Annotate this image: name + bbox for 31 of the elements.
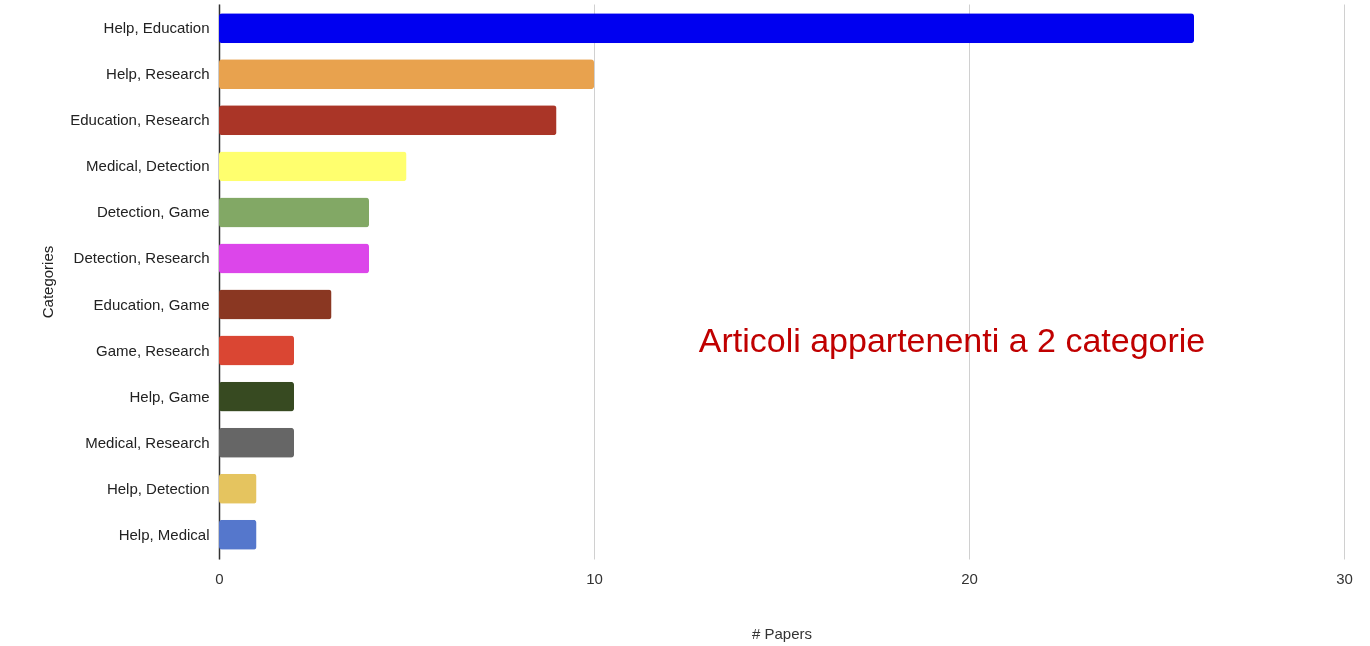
y-tick-label: Education, Research (70, 111, 210, 129)
bar (219, 59, 594, 90)
y-tick-label: Help, Research (106, 65, 210, 83)
bar (219, 427, 294, 458)
x-tick-label: 0 (215, 569, 224, 587)
bar (219, 13, 1194, 44)
y-tick-label: Help, Medical (118, 525, 210, 543)
bar (219, 105, 557, 136)
y-tick-label: Education, Game (93, 295, 210, 313)
x-tick-label: 20 (961, 569, 978, 587)
y-tick-label: Game, Research (96, 341, 210, 359)
bar (219, 473, 257, 504)
y-tick-label: Detection, Game (96, 203, 210, 221)
y-tick-label: Medical, Detection (86, 157, 210, 175)
x-tick-label: 10 (586, 569, 603, 587)
y-tick-label: Medical, Research (85, 433, 210, 451)
y-tick-label: Detection, Research (73, 249, 210, 267)
bar (219, 519, 257, 550)
y-axis-title: Categories (39, 245, 57, 319)
bar (219, 335, 294, 366)
bar (219, 197, 369, 228)
bar (219, 289, 332, 320)
bar (219, 151, 407, 182)
y-tick-label: Help, Education (103, 19, 210, 37)
x-axis-title: # Papers (751, 624, 813, 642)
x-tick-label: 30 (1336, 569, 1353, 587)
bar (219, 243, 369, 274)
y-tick-label: Help, Game (129, 387, 210, 405)
annotation: Articoli appartenenti a 2 categorie (698, 321, 1206, 359)
y-tick-label: Help, Detection (106, 479, 210, 497)
bar (219, 381, 294, 412)
